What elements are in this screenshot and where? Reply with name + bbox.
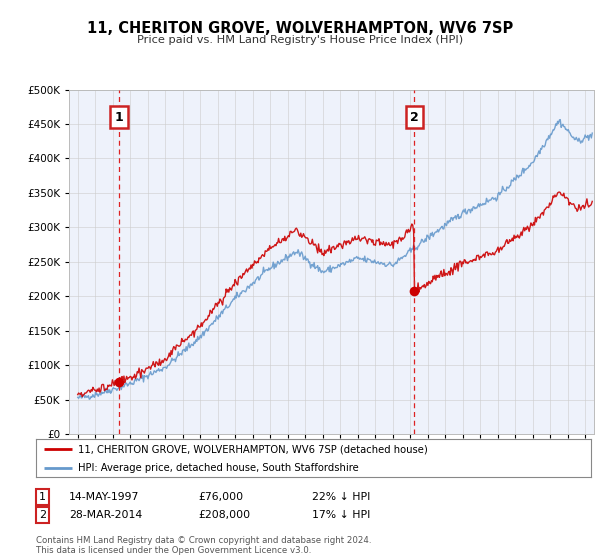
- Text: 22% ↓ HPI: 22% ↓ HPI: [312, 492, 370, 502]
- Text: 1: 1: [115, 111, 124, 124]
- Text: 11, CHERITON GROVE, WOLVERHAMPTON, WV6 7SP: 11, CHERITON GROVE, WOLVERHAMPTON, WV6 7…: [87, 21, 513, 36]
- Text: 2: 2: [410, 111, 419, 124]
- Text: Price paid vs. HM Land Registry's House Price Index (HPI): Price paid vs. HM Land Registry's House …: [137, 35, 463, 45]
- Text: 1: 1: [39, 492, 46, 502]
- Text: Contains HM Land Registry data © Crown copyright and database right 2024.
This d: Contains HM Land Registry data © Crown c…: [36, 536, 371, 556]
- Text: 11, CHERITON GROVE, WOLVERHAMPTON, WV6 7SP (detached house): 11, CHERITON GROVE, WOLVERHAMPTON, WV6 7…: [77, 444, 427, 454]
- Text: £208,000: £208,000: [198, 510, 250, 520]
- Text: HPI: Average price, detached house, South Staffordshire: HPI: Average price, detached house, Sout…: [77, 463, 358, 473]
- Text: 14-MAY-1997: 14-MAY-1997: [69, 492, 139, 502]
- Text: 28-MAR-2014: 28-MAR-2014: [69, 510, 142, 520]
- Text: 17% ↓ HPI: 17% ↓ HPI: [312, 510, 370, 520]
- Text: 2: 2: [39, 510, 46, 520]
- Text: £76,000: £76,000: [198, 492, 243, 502]
